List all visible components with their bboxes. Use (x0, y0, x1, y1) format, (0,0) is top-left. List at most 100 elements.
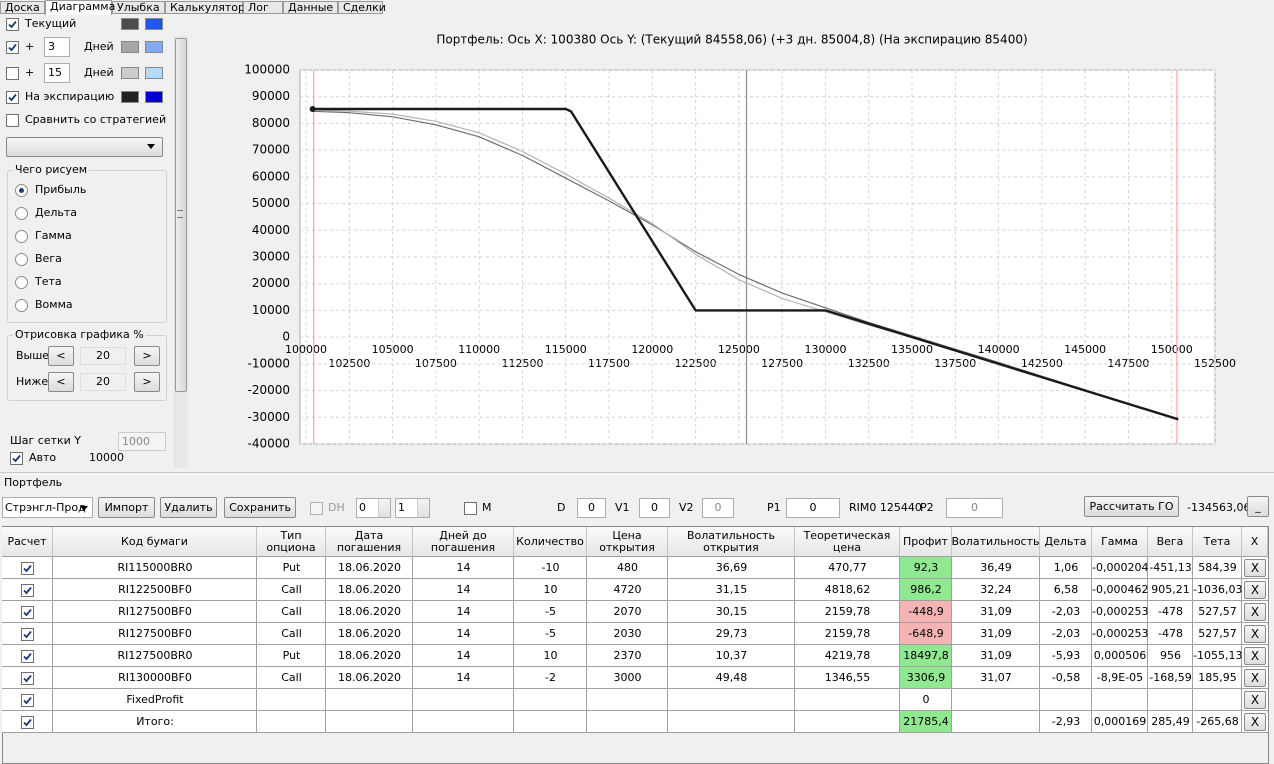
column-header[interactable]: Дней до погашения (413, 527, 514, 557)
color-swatch[interactable] (121, 91, 139, 103)
column-header[interactable]: Код бумаги (53, 527, 257, 557)
days-input[interactable]: 15 (44, 63, 70, 83)
checkbox[interactable] (6, 91, 19, 104)
increase-button[interactable]: > (134, 372, 160, 392)
delete-row-button[interactable]: X (1244, 669, 1266, 687)
scroll-thumb[interactable] (175, 38, 187, 392)
checkbox[interactable] (6, 114, 19, 127)
radio[interactable] (15, 230, 28, 243)
cell-border (794, 689, 795, 711)
column-header[interactable]: Дельта (1040, 527, 1092, 557)
checkbox[interactable] (10, 452, 23, 465)
column-header[interactable]: Количество (514, 527, 587, 557)
y-tick-label: 0 (282, 330, 290, 344)
y-tick-label: 30000 (252, 250, 290, 264)
delete-row-button[interactable]: X (1244, 559, 1266, 577)
column-header[interactable]: Волатильность (952, 527, 1040, 557)
radio[interactable] (15, 276, 28, 289)
color-swatch[interactable] (121, 67, 139, 79)
cell-border (794, 579, 795, 601)
field-input[interactable]: 0 (639, 498, 670, 518)
column-header[interactable]: X (1242, 527, 1268, 557)
checkbox[interactable] (21, 716, 34, 729)
delete-row-button[interactable]: X (1244, 625, 1266, 643)
column-header[interactable]: Вега (1148, 527, 1193, 557)
radio[interactable] (15, 207, 28, 220)
decrease-button[interactable]: < (48, 346, 74, 366)
delete-row-button[interactable]: X (1244, 691, 1266, 709)
tab[interactable]: Доска (0, 1, 45, 14)
grid-step-input[interactable]: 1000 (118, 432, 166, 451)
dh-label: DH (328, 501, 345, 514)
color-swatch[interactable] (145, 18, 163, 30)
cell-border (1241, 601, 1242, 623)
checkbox[interactable] (6, 67, 19, 80)
column-header[interactable]: Тета (1193, 527, 1242, 557)
days-input[interactable]: 3 (44, 37, 70, 57)
delete-row-button[interactable]: X (1244, 713, 1266, 731)
checkbox[interactable] (21, 650, 34, 663)
column-header[interactable]: Профит (900, 527, 952, 557)
checkbox[interactable] (6, 41, 19, 54)
column-header[interactable]: Расчет (2, 527, 53, 557)
checkbox[interactable] (21, 628, 34, 641)
radio[interactable] (15, 299, 28, 312)
table-cell: 4219,78 (824, 649, 871, 662)
delete-row-button[interactable]: X (1244, 581, 1266, 599)
radio[interactable] (15, 184, 28, 197)
radio[interactable] (15, 253, 28, 266)
checkbox[interactable] (21, 672, 34, 685)
checkbox[interactable] (21, 584, 34, 597)
table-cell: 0,000169 (1093, 715, 1147, 728)
calculate-margin-button[interactable]: Рассчитать ГО (1084, 496, 1179, 517)
delete-row-button[interactable]: X (1244, 647, 1266, 665)
tab[interactable]: Данные (283, 1, 338, 14)
toolbar-button[interactable]: Удалить (160, 497, 217, 518)
profit-highlight (900, 557, 951, 578)
tab[interactable]: Улыбка (112, 1, 165, 14)
toolbar-button[interactable]: Импорт (98, 497, 155, 518)
spinner[interactable]: 1 (395, 498, 430, 518)
strategy-dropdown[interactable] (6, 137, 163, 157)
field-input[interactable]: 0 (702, 498, 734, 518)
checkbox[interactable] (6, 18, 19, 31)
column-header[interactable]: Волатильность открытия (668, 527, 795, 557)
checkbox[interactable] (21, 606, 34, 619)
strategy-select[interactable]: Стрэнгл-Прод (2, 497, 93, 518)
tab[interactable]: Сделки (338, 1, 386, 14)
column-header[interactable]: Тип опциона (257, 527, 326, 557)
checkbox[interactable] (464, 502, 477, 515)
spin-buttons[interactable] (378, 499, 390, 517)
cell-border (794, 645, 795, 667)
tab[interactable]: Лог (243, 1, 283, 14)
toolbar-button[interactable]: Сохранить (224, 497, 296, 518)
color-swatch[interactable] (121, 18, 139, 30)
range-input[interactable]: 20 (80, 347, 126, 365)
checkbox[interactable] (21, 694, 34, 707)
spinner[interactable]: 0 (356, 498, 391, 518)
checkbox[interactable] (310, 502, 323, 515)
color-swatch[interactable] (145, 41, 163, 53)
table-cell: 18.06.2020 (338, 561, 401, 574)
increase-button[interactable]: > (134, 346, 160, 366)
field-input[interactable]: 0 (786, 498, 840, 518)
cell-border (52, 579, 53, 601)
cell-border (1091, 689, 1092, 711)
field-input[interactable]: 0 (946, 498, 1003, 518)
range-input[interactable]: 20 (80, 373, 126, 391)
tab[interactable]: Калькулятор (165, 1, 245, 14)
field-input[interactable]: 0 (577, 498, 606, 518)
color-swatch[interactable] (145, 67, 163, 79)
spin-buttons[interactable] (417, 499, 429, 517)
delete-row-button[interactable]: X (1244, 603, 1266, 621)
checkbox[interactable] (21, 562, 34, 575)
minimize-button[interactable]: _ (1247, 496, 1269, 517)
column-header[interactable]: Гамма (1092, 527, 1148, 557)
tab[interactable]: Диаграмма (45, 0, 115, 15)
color-swatch[interactable] (145, 91, 163, 103)
column-header[interactable]: Дата погашения (326, 527, 413, 557)
color-swatch[interactable] (121, 41, 139, 53)
column-header[interactable]: Цена открытия (587, 527, 668, 557)
decrease-button[interactable]: < (48, 372, 74, 392)
column-header[interactable]: Теоретическая цена (795, 527, 900, 557)
